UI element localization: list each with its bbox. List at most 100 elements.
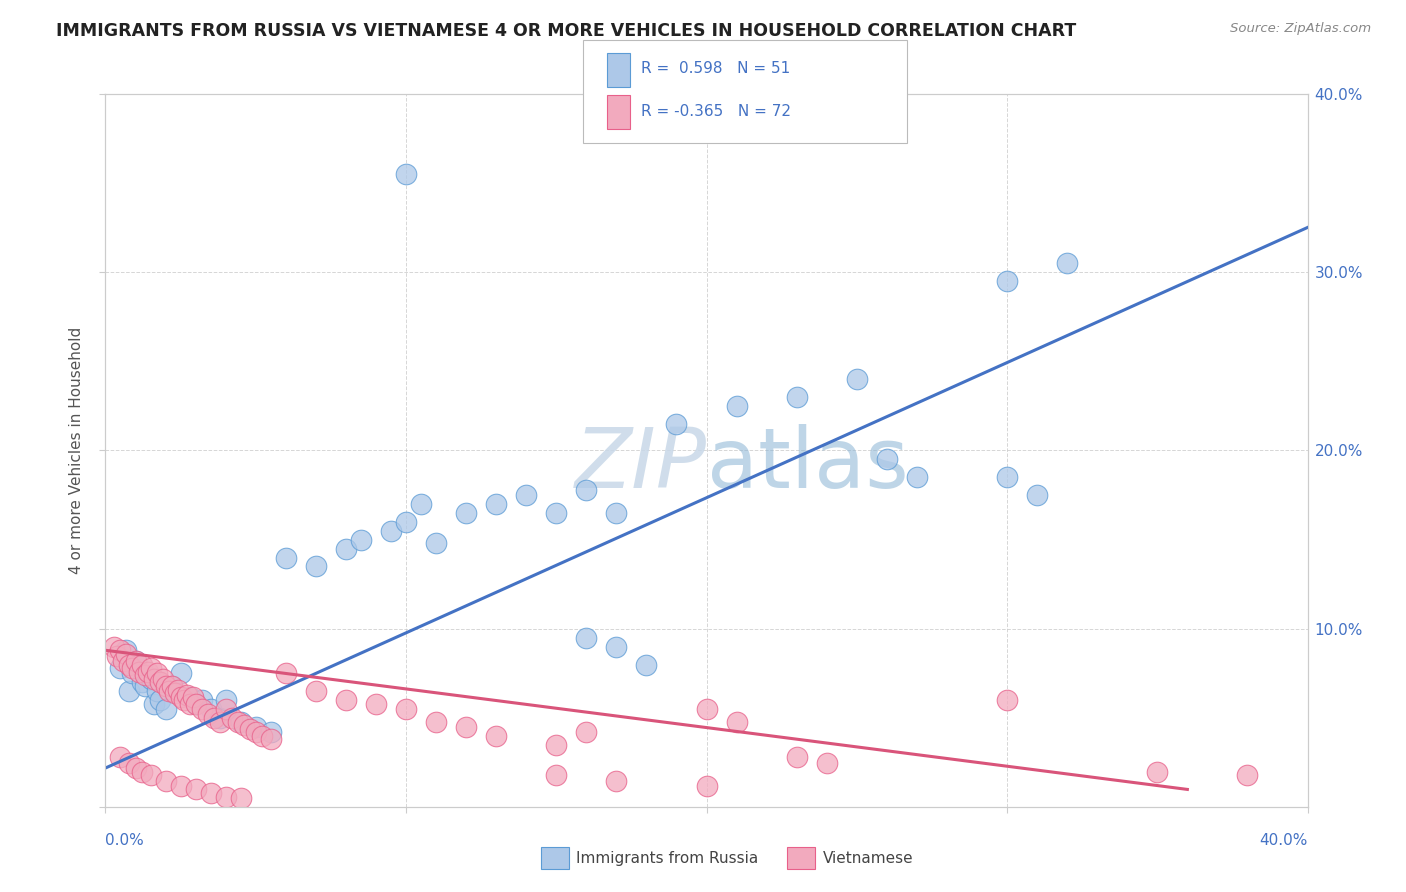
Point — [115, 643, 138, 657]
Point — [103, 640, 125, 654]
Point — [190, 702, 212, 716]
Point — [163, 686, 186, 700]
Point — [121, 661, 143, 675]
Point — [166, 682, 188, 697]
Point — [995, 470, 1018, 484]
Point — [184, 697, 207, 711]
Point — [335, 693, 357, 707]
Point — [118, 756, 141, 770]
Point — [169, 779, 191, 793]
Point — [636, 657, 658, 672]
Point — [1236, 768, 1258, 782]
Point — [157, 684, 180, 698]
Point — [274, 550, 297, 565]
Point — [124, 654, 146, 668]
Point — [181, 690, 204, 704]
Point — [169, 690, 191, 704]
Point — [1056, 256, 1078, 270]
Text: ZIP: ZIP — [575, 425, 707, 505]
Point — [110, 643, 132, 657]
Point — [696, 702, 718, 716]
Point — [173, 693, 195, 707]
Point — [409, 497, 432, 511]
Point — [202, 711, 225, 725]
Point — [575, 725, 598, 739]
Point — [155, 702, 177, 716]
Point — [169, 666, 191, 681]
Point — [110, 750, 132, 764]
Point — [176, 688, 198, 702]
Point — [786, 750, 808, 764]
Point — [184, 782, 207, 797]
Point — [142, 697, 165, 711]
Point — [605, 640, 627, 654]
Point — [118, 684, 141, 698]
Point — [131, 764, 153, 779]
Text: IMMIGRANTS FROM RUSSIA VS VIETNAMESE 4 OR MORE VEHICLES IN HOUSEHOLD CORRELATION: IMMIGRANTS FROM RUSSIA VS VIETNAMESE 4 O… — [56, 22, 1077, 40]
Point — [148, 675, 170, 690]
Point — [665, 417, 688, 431]
Text: Source: ZipAtlas.com: Source: ZipAtlas.com — [1230, 22, 1371, 36]
Point — [145, 666, 167, 681]
Point — [454, 506, 477, 520]
Point — [995, 693, 1018, 707]
Point — [184, 697, 207, 711]
Point — [725, 714, 748, 729]
Point — [995, 274, 1018, 288]
Point — [190, 693, 212, 707]
Point — [142, 672, 165, 686]
Point — [515, 488, 537, 502]
Point — [160, 679, 183, 693]
Point — [335, 541, 357, 556]
Point — [232, 718, 254, 732]
Point — [250, 729, 273, 743]
Point — [229, 791, 252, 805]
Point — [395, 515, 418, 529]
Point — [197, 707, 219, 722]
Point — [124, 654, 146, 668]
Point — [305, 559, 328, 574]
Point — [112, 654, 135, 668]
Point — [725, 399, 748, 413]
Point — [786, 390, 808, 404]
Point — [107, 648, 129, 663]
Point — [118, 657, 141, 672]
Point — [245, 720, 267, 734]
Point — [139, 672, 162, 686]
Point — [226, 714, 249, 729]
Point — [148, 693, 170, 707]
Point — [245, 725, 267, 739]
Text: 40.0%: 40.0% — [1260, 833, 1308, 847]
Point — [229, 714, 252, 729]
Point — [239, 722, 262, 736]
Point — [134, 668, 156, 682]
Point — [160, 679, 183, 693]
Point — [575, 483, 598, 497]
Point — [696, 779, 718, 793]
Point — [260, 725, 283, 739]
Point — [1146, 764, 1168, 779]
Point — [110, 661, 132, 675]
Point — [214, 693, 236, 707]
Point — [815, 756, 838, 770]
Text: atlas: atlas — [707, 425, 908, 505]
Point — [425, 536, 447, 550]
Point — [134, 679, 156, 693]
Point — [155, 773, 177, 788]
Text: Vietnamese: Vietnamese — [823, 851, 912, 865]
Point — [121, 666, 143, 681]
Point — [380, 524, 402, 538]
Point — [274, 666, 297, 681]
Point — [546, 738, 568, 752]
Point — [905, 470, 928, 484]
Text: R =  0.598   N = 51: R = 0.598 N = 51 — [641, 62, 790, 77]
Point — [214, 702, 236, 716]
Point — [546, 506, 568, 520]
Point — [152, 672, 174, 686]
Point — [131, 675, 153, 690]
Point — [179, 697, 201, 711]
Point — [221, 711, 243, 725]
Text: 0.0%: 0.0% — [105, 833, 145, 847]
Point — [845, 372, 868, 386]
Point — [214, 789, 236, 804]
